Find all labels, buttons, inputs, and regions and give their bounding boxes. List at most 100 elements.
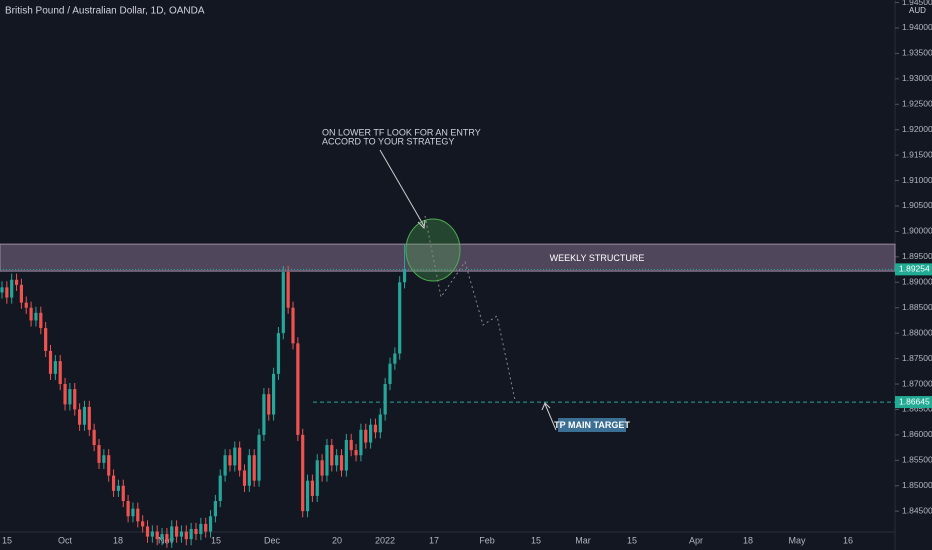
candle-body — [175, 526, 179, 537]
candle-body — [242, 470, 247, 486]
candle-body — [87, 406, 91, 430]
candle-body — [68, 389, 72, 405]
candle-body — [111, 475, 116, 491]
candle-body — [0, 287, 4, 293]
candle-body — [310, 480, 314, 496]
candle-body — [189, 528, 193, 540]
note-line: ACCORD TO YOUR STRATEGY — [322, 136, 454, 146]
y-tick-label: 1.87000 — [902, 378, 932, 388]
x-tick-label: 15 — [2, 535, 12, 545]
candle-body — [170, 526, 174, 542]
candle-body — [102, 455, 106, 463]
candle-body — [107, 455, 111, 476]
candle-body — [354, 450, 358, 456]
x-tick-label: 17 — [429, 535, 439, 545]
y-tick-label: 1.87500 — [902, 353, 932, 363]
candle-body — [393, 353, 397, 364]
candle-body — [247, 455, 251, 486]
candle-body — [165, 534, 169, 542]
candle-body — [136, 508, 140, 522]
candle-body — [320, 460, 324, 476]
candle-body — [276, 333, 281, 374]
candle-body — [63, 384, 67, 405]
target-price-box — [895, 396, 932, 409]
candle-body — [24, 302, 28, 308]
candle-body — [252, 455, 256, 481]
candle-body — [296, 343, 300, 435]
y-tick-label: 1.91500 — [902, 149, 932, 159]
y-tick-label: 1.88500 — [902, 302, 932, 312]
y-tick-label: 1.89000 — [902, 277, 932, 287]
candle-body — [398, 282, 402, 354]
candle-body — [184, 531, 188, 540]
projection-path — [424, 215, 516, 401]
candle-body — [344, 439, 348, 471]
chart-title: British Pound / Australian Dollar, 1D, O… — [5, 6, 205, 17]
candle-body — [19, 284, 23, 303]
candle-body — [10, 279, 14, 298]
candle-body — [378, 414, 382, 433]
candle-body — [97, 445, 101, 463]
y-tick-label: 1.88000 — [902, 327, 932, 337]
y-tick-label: 1.93000 — [902, 73, 932, 83]
candle-body — [213, 501, 217, 517]
y-tick-label: 1.93500 — [902, 48, 932, 58]
candle-body — [402, 269, 407, 283]
candle-body — [58, 361, 62, 385]
candle-body — [233, 447, 237, 466]
x-tick-label: Apr — [689, 535, 703, 545]
x-tick-label: 18 — [113, 535, 123, 545]
target-arrowhead — [541, 402, 551, 411]
candle-body — [155, 531, 159, 540]
candle-body — [78, 409, 82, 425]
candle-body — [5, 287, 9, 298]
y-tick-label: 1.94500 — [902, 0, 932, 7]
x-tick-label: Dec — [264, 535, 281, 545]
candle-body — [204, 523, 208, 532]
candle-body — [14, 279, 19, 285]
candle-body — [179, 531, 184, 537]
candle-body — [116, 485, 120, 491]
y-tick-label: 1.94000 — [902, 22, 932, 32]
candle-body — [330, 445, 334, 466]
candle-body — [373, 424, 378, 433]
note-arrow — [379, 149, 425, 227]
candle-body — [34, 312, 38, 321]
candle-body — [73, 389, 77, 410]
candle-body — [126, 501, 130, 517]
y-tick-label: 1.89500 — [902, 251, 932, 261]
y-tick-label: 1.86000 — [902, 429, 932, 439]
y-tick-label: 1.92500 — [902, 99, 932, 109]
x-tick-label: Mar — [575, 535, 591, 545]
candle-body — [369, 424, 373, 443]
candle-body — [82, 406, 87, 425]
candle-body — [262, 394, 266, 435]
candle-body — [48, 350, 53, 374]
y-tick-label: 1.84500 — [902, 505, 932, 515]
x-tick-label: 15 — [531, 535, 541, 545]
y-tick-label: 1.91000 — [902, 175, 932, 185]
candle-body — [44, 328, 48, 351]
candle-body — [39, 312, 43, 329]
candle-body — [388, 363, 392, 385]
x-tick-label: Feb — [479, 535, 495, 545]
last-price-box — [895, 263, 932, 276]
candle-body — [325, 445, 329, 476]
target-label-box — [558, 418, 626, 432]
x-tick-label: 20 — [332, 535, 342, 545]
y-tick-label: 1.90000 — [902, 226, 932, 236]
candle-body — [383, 384, 387, 415]
candle-body — [145, 526, 150, 537]
candle-body — [29, 307, 33, 321]
candle-body — [349, 439, 353, 451]
target-label: TP MAIN TARGET — [554, 420, 630, 430]
x-tick-label: May — [788, 535, 806, 545]
candle-body — [160, 534, 164, 540]
y-tick-label: 1.85000 — [902, 480, 932, 490]
x-tick-label: 16 — [843, 535, 853, 545]
candle-body — [194, 528, 198, 535]
x-tick-label: 18 — [743, 535, 753, 545]
entry-circle — [405, 218, 461, 282]
